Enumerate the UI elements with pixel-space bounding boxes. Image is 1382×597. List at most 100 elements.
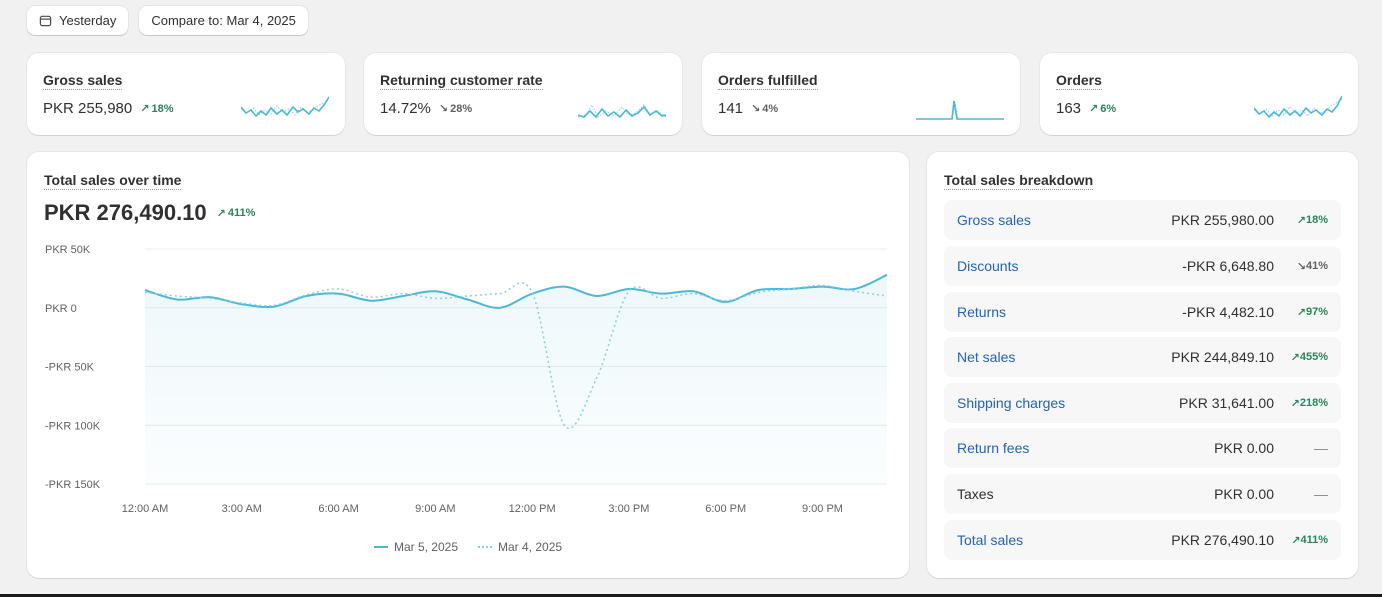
breakdown-row-delta: ↗ 455% <box>1274 351 1328 364</box>
breakdown-row-delta-value: 455% <box>1299 350 1328 363</box>
breakdown-row-delta: ↗ 18% <box>1274 214 1328 227</box>
x-tick-label: 9:00 AM <box>415 503 455 515</box>
legend-label: Mar 5, 2025 <box>393 540 458 554</box>
arrow-up-icon: ↗ <box>1291 534 1301 547</box>
arrow-down-icon: ↘ <box>1296 260 1306 273</box>
chart-total-value: PKR 276,490.10 <box>44 200 207 225</box>
metric-delta-value: 28% <box>450 102 473 115</box>
breakdown-row-delta: — <box>1314 486 1328 502</box>
x-tick-label: 3:00 AM <box>222 503 262 515</box>
y-tick-label: -PKR 50K <box>45 362 95 374</box>
legend-swatch-dotted <box>478 546 492 548</box>
metric-card-returning-customer-rate[interactable]: Returning customer rate 14.72% ↘ 28% <box>364 53 682 135</box>
legend-item-current[interactable]: Mar 5, 2025 <box>373 540 458 554</box>
metric-value: 163 <box>1056 100 1082 117</box>
breakdown-row[interactable]: Total sales PKR 276,490.10 ↗ 411% <box>944 520 1341 560</box>
chart-total-row: PKR 276,490.10 ↗ 411% <box>44 200 255 226</box>
y-tick-label: -PKR 150K <box>45 479 101 491</box>
metric-card-gross-sales[interactable]: Gross sales PKR 255,980 ↗ 18% <box>27 53 345 135</box>
date-range-button[interactable]: Yesterday <box>27 6 129 35</box>
breakdown-row-value: -PKR 6,648.80 <box>1182 258 1274 274</box>
breakdown-row[interactable]: Net sales PKR 244,849.10 ↗ 455% <box>944 337 1341 377</box>
breakdown-row-delta-value: 97% <box>1305 305 1328 318</box>
arrow-up-icon: ↗ <box>1290 397 1300 410</box>
breakdown-row[interactable]: Discounts -PKR 6,648.80 ↘ 41% <box>944 246 1341 286</box>
metric-card-orders[interactable]: Orders 163 ↗ 6% <box>1040 53 1358 135</box>
x-tick-label: 3:00 PM <box>608 503 649 515</box>
arrow-down-icon: ↘ <box>438 103 449 115</box>
metric-card-orders-fulfilled[interactable]: Orders fulfilled 141 ↘ 4% <box>702 53 1020 135</box>
y-tick-label: -PKR 100K <box>45 420 101 432</box>
y-tick-label: PKR 50K <box>45 244 91 256</box>
breakdown-row-delta: ↗ 97% <box>1274 306 1328 319</box>
chart-total-delta: ↗ 411% <box>217 207 256 220</box>
breakdown-row-value: PKR 0.00 <box>1214 440 1274 456</box>
breakdown-row-label: Taxes <box>957 486 994 502</box>
breakdown-row-delta: ↗ 411% <box>1274 534 1328 547</box>
breakdown-row: Taxes PKR 0.00 — <box>944 474 1341 514</box>
series-line-current[interactable] <box>144 273 888 309</box>
chart-total-delta-value: 411% <box>227 207 256 219</box>
bottom-border <box>0 594 1382 597</box>
legend-item-compare[interactable]: Mar 4, 2025 <box>478 540 562 554</box>
sales-line-chart[interactable]: PKR 50K PKR 0 -PKR 50K -PKR 100K -PKR 150K 1… <box>27 152 909 578</box>
breakdown-row-label[interactable]: Shipping charges <box>957 395 1066 411</box>
breakdown-row-value: PKR 244,849.10 <box>1171 349 1274 365</box>
compare-button[interactable]: Compare to: Mar 4, 2025 <box>139 6 308 35</box>
breakdown-row[interactable]: Returns -PKR 4,482.10 ↗ 97% <box>944 292 1341 332</box>
x-tick-label: 6:00 PM <box>705 503 746 515</box>
breakdown-row-delta-value: 41% <box>1305 259 1328 272</box>
breakdown-row-label[interactable]: Total sales <box>957 532 1024 548</box>
series-area-fill <box>145 274 887 484</box>
arrow-up-icon: ↗ <box>216 207 226 220</box>
legend-swatch-solid <box>373 546 388 548</box>
metric-value-row: 141 ↘ 4% <box>718 100 778 117</box>
breakdown-row-delta-value: 18% <box>1305 213 1328 226</box>
arrow-up-icon: ↗ <box>1089 103 1099 115</box>
breakdown-title[interactable]: Total sales breakdown <box>944 172 1094 190</box>
breakdown-row-value: PKR 255,980.00 <box>1171 212 1274 228</box>
metric-delta: ↗ 6% <box>1089 102 1117 116</box>
chart-title[interactable]: Total sales over time <box>44 172 182 190</box>
calendar-icon <box>39 15 52 27</box>
sales-over-time-card: Total sales over time PKR 276,490.10 ↗ 41… <box>27 152 909 578</box>
breakdown-row[interactable]: Gross sales PKR 255,980.00 ↗ 18% <box>944 200 1341 240</box>
breakdown-row[interactable]: Return fees PKR 0.00 — <box>944 428 1341 468</box>
breakdown-row-value: PKR 0.00 <box>1214 486 1274 502</box>
compare-label: Compare to: Mar 4, 2025 <box>151 13 296 28</box>
breakdown-row-label[interactable]: Returns <box>957 304 1007 320</box>
breakdown-row-label[interactable]: Net sales <box>957 349 1016 365</box>
sales-breakdown-card: Total sales breakdown Gross sales PKR 255… <box>927 152 1358 578</box>
sparkline <box>578 103 666 119</box>
date-filter-bar: Yesterday Compare to: Mar 4, 2025 <box>27 6 308 35</box>
x-tick-label: 6:00 AM <box>318 503 358 515</box>
metric-value: 141 <box>718 100 744 117</box>
arrow-up-icon: ↗ <box>140 103 150 115</box>
metric-title: Gross sales <box>43 72 123 90</box>
metric-delta-value: 6% <box>1100 102 1117 115</box>
metric-delta-value: 18% <box>151 102 174 115</box>
y-tick-label: PKR 0 <box>45 303 77 315</box>
sparkline <box>241 96 329 118</box>
sparkline <box>916 100 1004 120</box>
breakdown-row-label[interactable]: Return fees <box>957 440 1030 456</box>
metric-delta: ↘ 4% <box>751 102 779 116</box>
metric-title: Returning customer rate <box>380 72 543 90</box>
x-tick-label: 12:00 AM <box>122 503 168 515</box>
breakdown-row-delta-value: 411% <box>1300 533 1328 546</box>
breakdown-row-value: PKR 276,490.10 <box>1171 532 1274 548</box>
breakdown-row-label[interactable]: Discounts <box>957 258 1019 274</box>
breakdown-row-delta: ↘ 41% <box>1274 260 1328 273</box>
x-tick-label: 9:00 PM <box>802 503 843 515</box>
arrow-up-icon: ↗ <box>1296 306 1306 319</box>
legend-label: Mar 4, 2025 <box>498 540 563 554</box>
arrow-up-icon: ↗ <box>1296 214 1306 227</box>
arrow-up-icon: ↗ <box>1290 351 1300 364</box>
x-tick-label: 12:00 PM <box>509 503 556 515</box>
metric-value-row: PKR 255,980 ↗ 18% <box>43 100 173 117</box>
breakdown-row[interactable]: Shipping charges PKR 31,641.00 ↗ 218% <box>944 383 1341 423</box>
metric-delta-value: 4% <box>762 102 779 115</box>
metric-title: Orders fulfilled <box>718 72 818 90</box>
breakdown-row-delta: — <box>1314 440 1328 456</box>
breakdown-row-label[interactable]: Gross sales <box>957 212 1031 228</box>
